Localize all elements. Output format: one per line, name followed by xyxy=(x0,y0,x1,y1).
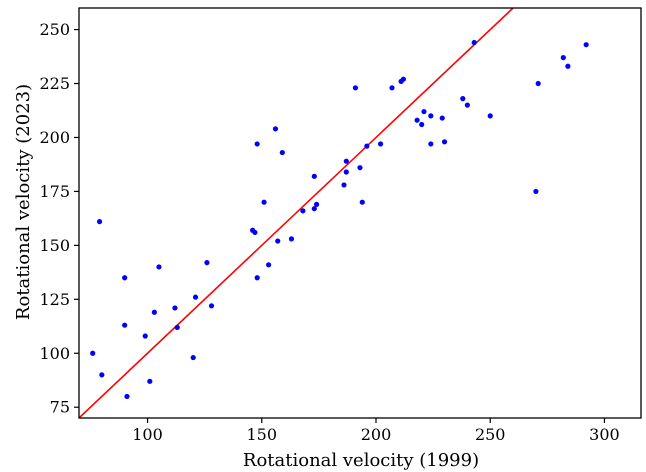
data-point xyxy=(300,208,306,214)
data-point xyxy=(471,39,477,46)
y-tick-label: 125 xyxy=(39,290,70,309)
y-axis-label: Rotational velocity (2023) xyxy=(13,84,34,320)
data-point xyxy=(208,303,215,309)
data-point xyxy=(359,199,365,205)
x-tick-label: 150 xyxy=(246,425,277,444)
data-point xyxy=(288,236,295,242)
data-point xyxy=(389,85,395,91)
data-point xyxy=(192,294,199,300)
data-point xyxy=(357,165,363,171)
data-point xyxy=(174,324,180,330)
data-point xyxy=(151,309,157,315)
data-point xyxy=(190,354,196,361)
data-point xyxy=(311,173,317,179)
x-tick-label: 100 xyxy=(132,425,163,444)
data-point xyxy=(142,333,148,339)
data-point xyxy=(204,260,210,266)
data-point xyxy=(583,42,589,48)
x-tick-label: 300 xyxy=(589,425,620,444)
plot-frame xyxy=(78,7,642,419)
data-point xyxy=(254,275,260,281)
x-tick-label: 200 xyxy=(361,425,392,444)
y-tick-label: 150 xyxy=(39,236,70,255)
axis-ticks: 100 150 200 250 300 75 100 125 150 175 200 225 250 xyxy=(39,20,619,444)
data-point xyxy=(156,264,162,270)
data-point xyxy=(533,188,539,195)
data-point xyxy=(428,113,434,119)
data-point xyxy=(565,63,571,69)
data-point xyxy=(279,149,285,156)
data-point xyxy=(147,378,153,384)
y-tick-label: 75 xyxy=(50,398,70,417)
data-point xyxy=(266,262,272,268)
y-tick-label: 100 xyxy=(39,344,70,363)
plot-area xyxy=(78,7,642,419)
data-point xyxy=(421,108,427,115)
data-point xyxy=(122,275,128,281)
y-tick-label: 175 xyxy=(39,182,70,201)
data-point xyxy=(460,96,466,102)
y-tick-label: 225 xyxy=(39,74,70,93)
data-point xyxy=(419,121,425,128)
data-point xyxy=(377,141,384,147)
data-point xyxy=(90,350,96,356)
data-point xyxy=(252,229,258,236)
data-point xyxy=(124,393,130,400)
y-tick-label: 250 xyxy=(39,20,70,39)
data-point xyxy=(400,76,407,82)
data-point xyxy=(464,102,470,108)
data-point xyxy=(96,219,103,225)
data-point xyxy=(122,322,128,328)
data-point xyxy=(487,113,493,119)
data-point xyxy=(428,141,434,147)
data-point xyxy=(341,182,347,188)
data-point xyxy=(275,238,281,244)
x-axis-label: Rotational velocity (1999) xyxy=(243,450,479,471)
x-tick-label: 250 xyxy=(475,425,506,444)
data-point xyxy=(313,201,320,207)
data-point xyxy=(172,305,178,311)
data-point xyxy=(414,117,420,123)
data-point xyxy=(261,199,267,205)
data-point xyxy=(352,85,359,91)
data-point xyxy=(254,141,260,147)
data-point xyxy=(364,143,370,149)
data-point xyxy=(99,372,105,378)
data-point xyxy=(439,115,445,121)
reference-line-y-equals-x xyxy=(79,8,515,418)
data-point xyxy=(343,169,349,175)
data-point xyxy=(343,158,349,164)
y-tick-label: 200 xyxy=(39,128,70,147)
data-point xyxy=(441,139,448,145)
data-point xyxy=(560,55,566,61)
data-point xyxy=(311,206,317,212)
data-point xyxy=(535,80,541,87)
data-point xyxy=(272,126,279,132)
